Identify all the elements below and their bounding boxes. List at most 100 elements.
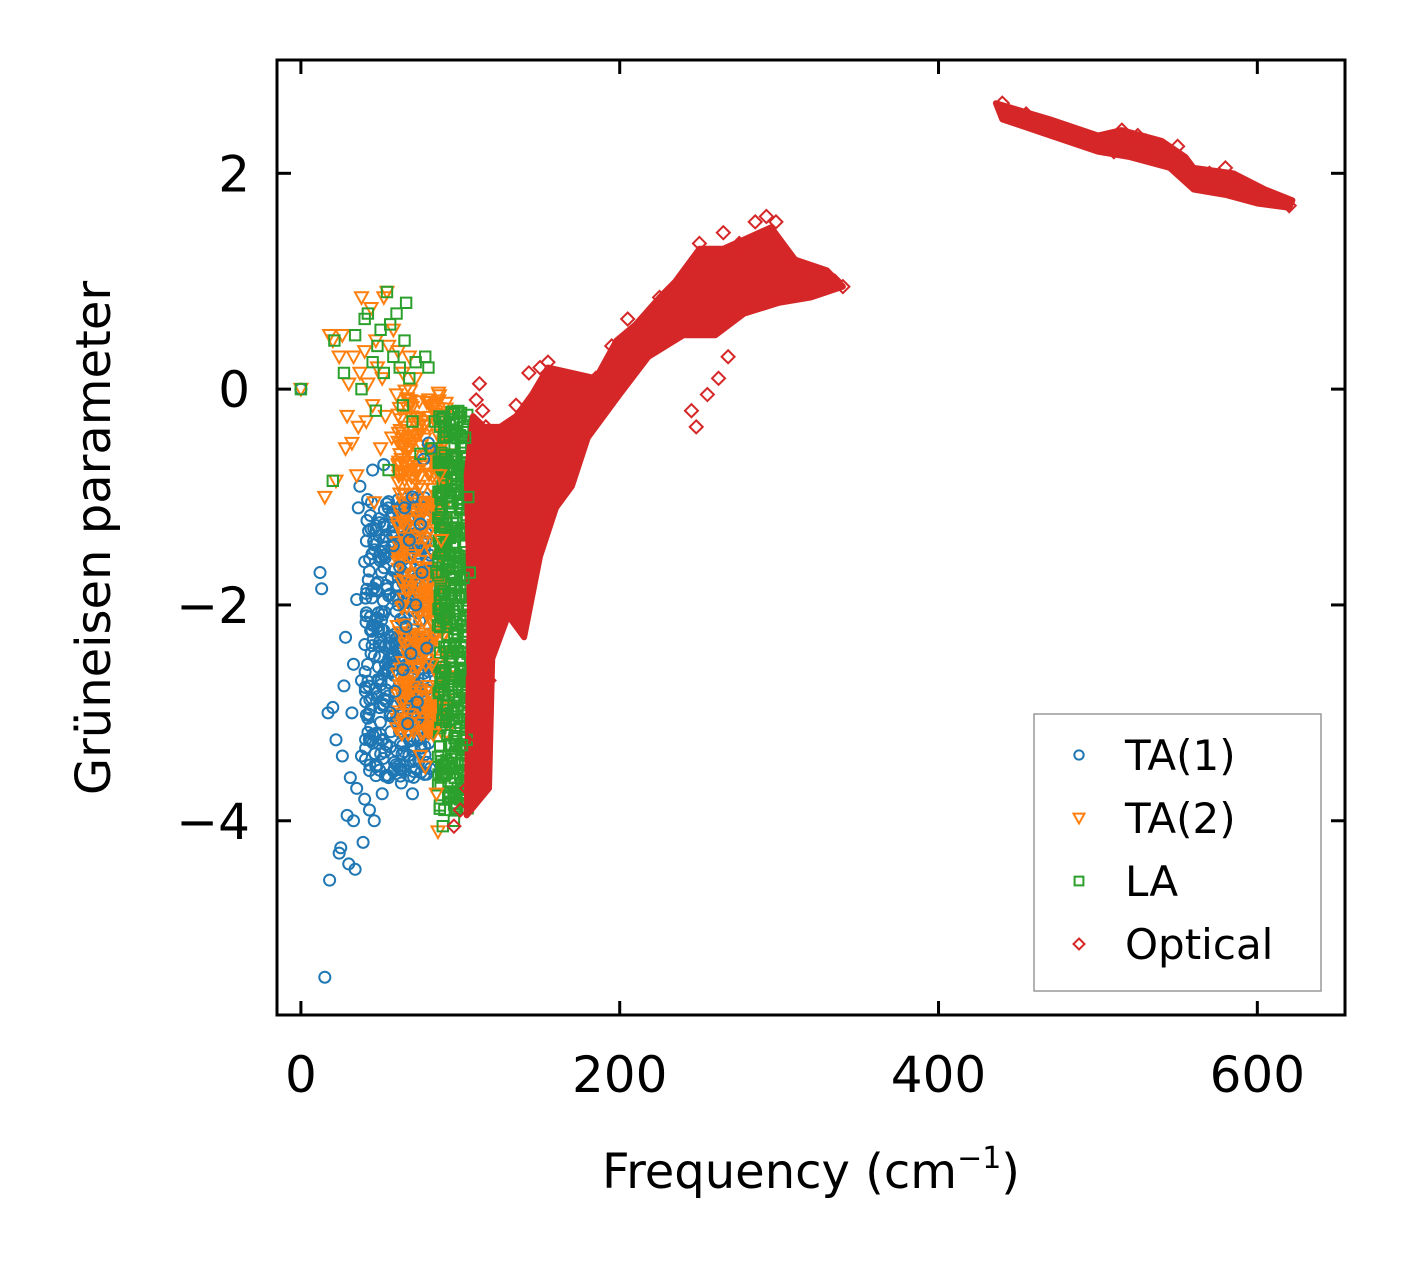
legend-marker-la <box>1073 875 1085 887</box>
cluster-point-la <box>446 647 460 660</box>
cluster-point-ta-1 <box>365 547 379 561</box>
data-point-ta-1 <box>326 700 340 714</box>
data-point-optical <box>474 402 491 419</box>
data-point-optical <box>548 397 564 414</box>
data-point-optical <box>994 95 1011 112</box>
cluster-optical-2 <box>992 100 1296 211</box>
cluster-point-la <box>436 584 450 598</box>
cluster-point-ta-2 <box>393 727 411 743</box>
data-point-optical <box>731 235 748 252</box>
cluster-point-la <box>434 582 447 595</box>
data-point-la <box>382 463 395 477</box>
data-point-optical <box>747 213 764 230</box>
cluster-point-ta-1 <box>407 770 421 784</box>
data-point-ta-1 <box>323 873 337 887</box>
data-point-ta-1 <box>401 717 415 731</box>
cluster-point-ta-2 <box>423 714 441 730</box>
data-point-la <box>422 361 435 374</box>
cluster-point-la <box>449 524 462 538</box>
data-point-optical <box>1042 116 1059 133</box>
data-point-ta-1 <box>343 771 357 785</box>
data-point-optical <box>1169 138 1186 155</box>
cluster-point-ta-2 <box>403 671 421 687</box>
data-point-la <box>455 739 469 752</box>
data-point-ta-1 <box>329 733 343 747</box>
cluster-point-la <box>446 704 460 718</box>
cluster-point-ta-2 <box>407 417 424 433</box>
cluster-point-la <box>439 715 453 729</box>
x-tick-label: 0 <box>285 1046 317 1104</box>
data-point-optical <box>484 489 501 505</box>
cluster-point-la <box>434 615 447 628</box>
data-point-optical <box>688 418 705 435</box>
cluster-point-ta-2 <box>410 479 428 495</box>
cluster-point-la <box>445 472 458 485</box>
data-point-optical <box>710 370 727 387</box>
data-point-ta-2 <box>413 415 431 431</box>
cluster-point-ta-2 <box>408 497 425 513</box>
data-point-optical <box>1201 165 1218 182</box>
cluster-point-ta-1 <box>371 660 385 674</box>
cluster-point-ta-1 <box>380 497 394 511</box>
cluster-point-ta-2 <box>391 401 408 417</box>
cluster-point-ta-2 <box>411 427 428 443</box>
data-point-ta-2 <box>407 372 424 387</box>
data-point-optical <box>683 402 700 419</box>
data-point-ta-2 <box>372 442 389 458</box>
cluster-point-ta-1 <box>358 681 373 695</box>
x-tick-label: 400 <box>891 1046 986 1104</box>
data-point-la <box>377 366 390 380</box>
x-axis-label-suffix: ) <box>1001 1144 1020 1200</box>
cluster-point-la <box>440 535 453 549</box>
data-point-optical <box>720 348 737 365</box>
data-point-optical <box>619 311 636 327</box>
data-point-ta-2 <box>377 409 394 425</box>
data-point-optical <box>497 429 513 446</box>
data-point-ta-2 <box>425 728 442 743</box>
data-point-ta-1 <box>420 641 434 655</box>
data-point-ta-1 <box>415 566 429 580</box>
data-point-ta-2 <box>316 490 334 506</box>
data-point-optical <box>675 273 692 290</box>
legend-frame <box>1033 713 1322 992</box>
data-point-ta-1 <box>337 679 351 693</box>
data-point-la <box>396 399 410 412</box>
data-point-ta-1 <box>388 684 402 698</box>
cluster-point-ta-2 <box>419 607 436 622</box>
data-point-ta-1 <box>409 598 423 612</box>
data-point-optical <box>779 257 796 273</box>
cluster-point-ta-2 <box>409 576 426 592</box>
data-point-ta-1 <box>346 814 361 828</box>
cluster-point-ta-1 <box>376 533 390 548</box>
cluster-point-ta-2 <box>396 473 413 489</box>
cluster-point-la <box>442 714 456 727</box>
data-point-optical <box>1018 106 1035 122</box>
cluster-point-ta-2 <box>406 574 423 589</box>
data-point-optical <box>826 273 843 290</box>
x-axis-label-main: Frequency (cm <box>602 1144 957 1200</box>
cluster-point-ta-2 <box>395 517 412 533</box>
cluster-point-la <box>432 511 445 524</box>
cluster-point-la <box>433 520 447 534</box>
data-point-optical <box>481 672 497 689</box>
data-point-la <box>463 566 477 579</box>
data-point-ta-1 <box>356 835 370 849</box>
cluster-optical-1 <box>463 224 846 819</box>
data-point-ta-2 <box>388 388 405 404</box>
legend-label-optical: Optical <box>1125 920 1273 969</box>
data-point-la <box>460 733 473 747</box>
cluster-point-la <box>432 459 445 473</box>
data-point-ta-2 <box>412 749 429 765</box>
data-point-ta-1 <box>346 657 361 671</box>
data-point-la <box>433 685 446 698</box>
cluster-point-ta-1 <box>403 754 417 768</box>
cluster-point-ta-1 <box>391 759 405 773</box>
data-point-ta-1 <box>369 760 383 774</box>
data-point-la <box>398 334 411 347</box>
data-point-optical <box>603 338 620 354</box>
cluster-point-ta-1 <box>377 561 391 575</box>
data-point-ta-1 <box>383 706 397 720</box>
data-point-optical <box>477 418 494 435</box>
data-point-ta-1 <box>374 727 388 741</box>
cluster-point-ta-2 <box>390 426 407 442</box>
